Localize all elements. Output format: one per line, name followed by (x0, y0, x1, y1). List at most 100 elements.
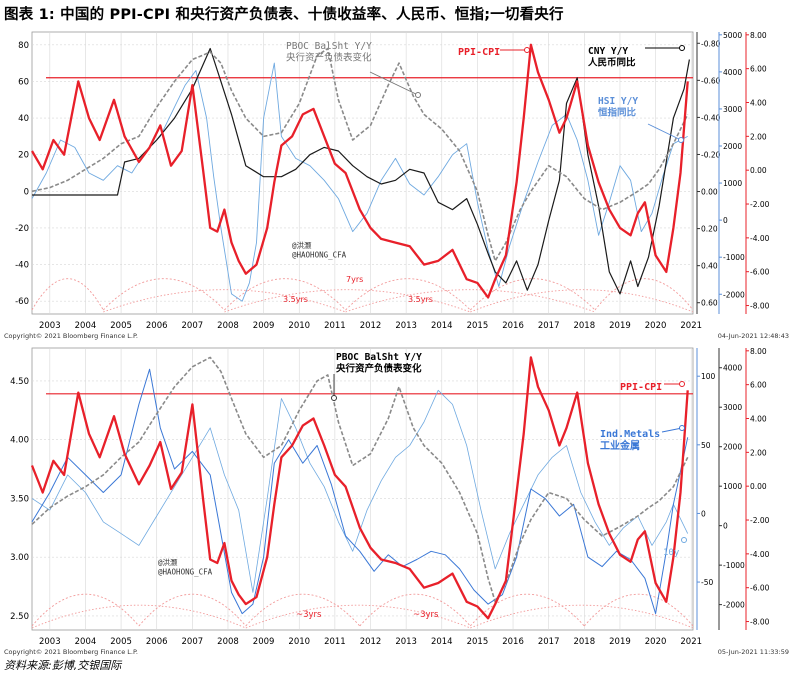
axis-pboc-tick-label: -1000 (723, 561, 745, 570)
x-tick-label: 2019 (609, 637, 631, 647)
series-hsi-y-y (31, 389, 689, 593)
cycle-arc (583, 593, 694, 627)
axis-pboc-tick-label: 0.60 (701, 299, 718, 308)
cycle-envelope (245, 604, 471, 629)
axis-pboc-tick-label: 0.20 (701, 225, 718, 234)
timestamp: 04-Jun-2021 12:48:43 (718, 332, 789, 340)
y-tick-label: 3.00 (10, 553, 29, 563)
x-tick-label: 2021 (680, 321, 702, 331)
x-tick-label: 2010 (288, 637, 310, 647)
annotation-10y: 10y (663, 548, 680, 558)
x-tick-label: 2016 (502, 321, 524, 331)
axis-hsi-tick-label: 2000 (723, 142, 742, 151)
annotation-pboc-dot (331, 395, 337, 401)
series-cny-y-y (32, 47, 690, 295)
axis-pboc-tick-label: 0.00 (701, 188, 718, 197)
cycle-envelope (224, 289, 471, 313)
axis-ppi-tick-label: -8.00 (750, 618, 770, 627)
annotation-ppi: PPI-CPI (620, 382, 662, 393)
axis-pboc-tick-label: 4000 (723, 364, 742, 373)
x-tick-label: 2004 (75, 321, 97, 331)
cycle-arc (594, 278, 694, 311)
x-tick-label: 2013 (395, 321, 417, 331)
annotation-metals: Ind.Metals (600, 429, 660, 440)
timestamp: 05-Jun-2021 11:33:59 (718, 648, 789, 656)
cycle-arcs (31, 278, 694, 313)
cycle-arc (102, 278, 225, 311)
annotation-pboc-dot (415, 92, 421, 98)
axis-metals-tick-label: -50 (701, 578, 713, 587)
axis-hsi-tick-label: 5000 (723, 31, 742, 40)
y-tick-label: -40 (15, 261, 29, 271)
cycle-envelope (345, 289, 596, 313)
annotation-hsi-dot (678, 137, 684, 143)
cycle-label: 3.5yrs (408, 295, 433, 304)
x-tick-label: 2017 (538, 637, 560, 647)
watermark: @HAOHONG_CFA (158, 568, 213, 577)
y-tick-label: -20 (15, 224, 29, 234)
x-tick-label: 2015 (467, 637, 489, 647)
axis-ppi-tick-label: -6.00 (750, 268, 770, 277)
cycle-arcs (31, 593, 694, 629)
axis-pboc-tick-label: 1000 (723, 482, 742, 491)
x-tick-label: 2005 (110, 321, 132, 331)
axis-ppi-tick-label: -4.00 (750, 234, 770, 243)
x-tick-label: 2021 (680, 637, 702, 647)
x-tick-label: 2010 (288, 321, 310, 331)
annotation-cny: CNY Y/Y (588, 46, 628, 57)
y-tick-label: 80 (18, 41, 29, 51)
x-tick-label: 2012 (360, 321, 382, 331)
cycle-envelope (31, 604, 246, 629)
chart-panel-top: 2003 2004 2005 2006 2007 2008 2009 2010 2011 2012… (4, 31, 789, 340)
cycle-arc (345, 278, 471, 311)
x-tick-label: 2005 (110, 637, 132, 647)
annotation-hsi: 恒指同比 (598, 107, 637, 119)
y-tick-label: 2.50 (10, 612, 29, 622)
cycle-arc (245, 593, 361, 627)
x-tick-label: 2008 (217, 637, 239, 647)
axis-ppi-tick-label: 4.00 (750, 99, 767, 108)
annotation-10y-dot (681, 537, 687, 543)
annotation-hsi-pointer (647, 123, 682, 141)
annotation-pboc-pointer (369, 71, 419, 96)
annotation-pboc: PBOC BalSht Y/Y (336, 352, 422, 363)
annotation-cny: 人民币同比 (588, 57, 636, 69)
axis-ppi-tick-label: 0.00 (750, 482, 767, 491)
chart-title: 图表 1: 中国的 PPI-CPI 和央行资产负债表、十债收益率、人民币、恒指;… (4, 7, 564, 23)
axis-hsi-tick-label: -2000 (723, 290, 745, 299)
x-tick-label: 2020 (645, 637, 667, 647)
x-tick-label: 2014 (431, 637, 453, 647)
x-tick-label: 2014 (431, 321, 453, 331)
series-pboc-balsht-y-y (31, 356, 689, 603)
axis-pboc-tick-label: -2000 (723, 601, 745, 610)
x-tick-label: 2009 (253, 637, 275, 647)
cycle-arc (31, 278, 104, 311)
x-tick-label: 2007 (182, 637, 204, 647)
axis-ppi-tick-label: 6.00 (750, 65, 767, 74)
axis-pboc-tick-label: -0.80 (701, 39, 721, 48)
axis-metals-tick-label: 100 (701, 372, 716, 381)
x-tick-label: 2011 (324, 637, 346, 647)
series-pboc-balsht-y-y (31, 47, 689, 262)
y-tick-label: 40 (18, 114, 29, 124)
cycle-arc (224, 278, 346, 311)
x-tick-label: 2003 (39, 637, 61, 647)
x-tick-label: 2016 (502, 637, 524, 647)
axis-metals-tick-label: 0 (701, 509, 706, 518)
x-tick-label: 2018 (573, 321, 595, 331)
x-tick-label: 2017 (538, 321, 560, 331)
watermark: @HAOHONG_CFA (292, 251, 347, 260)
axis-ppi-tick-label: 4.00 (750, 415, 767, 424)
x-tick-label: 2008 (217, 321, 239, 331)
axis-ppi-tick-label: -2.00 (750, 200, 770, 209)
y-tick-label: 20 (18, 151, 29, 161)
y-tick-label: 0 (24, 187, 29, 197)
x-tick-label: 2011 (324, 321, 346, 331)
axis-pboc-tick-label: -0.20 (701, 150, 721, 159)
series-ind-metals (31, 368, 689, 615)
axis-hsi-tick-label: 0 (723, 216, 728, 225)
axis-pboc-tick-label: 0.40 (701, 262, 718, 271)
axis-ppi-tick-label: 8.00 (750, 347, 767, 356)
axis-hsi-tick-label: 1000 (723, 179, 742, 188)
axis-ppi-tick-label: -6.00 (750, 584, 770, 593)
